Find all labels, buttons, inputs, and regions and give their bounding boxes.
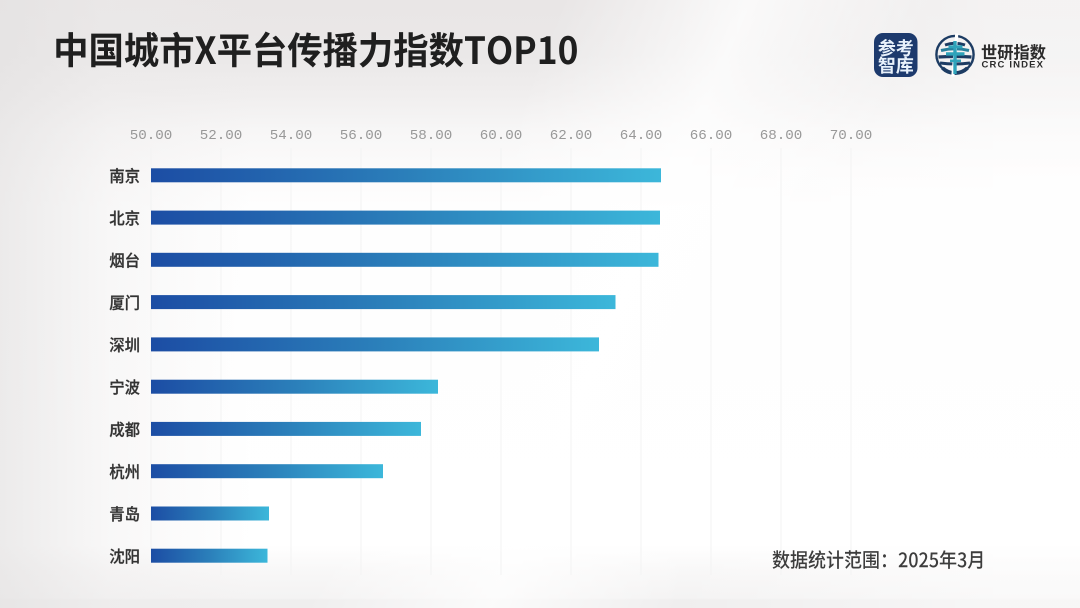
- svg-text:64.00: 64.00: [620, 128, 663, 144]
- svg-text:58.00: 58.00: [410, 128, 453, 144]
- svg-text:52.00: 52.00: [200, 128, 243, 144]
- svg-text:70.00: 70.00: [830, 128, 873, 144]
- svg-text:66.00: 66.00: [690, 128, 733, 144]
- svg-text:54.00: 54.00: [270, 128, 313, 144]
- svg-text:60.00: 60.00: [480, 128, 523, 144]
- svg-text:62.00: 62.00: [550, 128, 593, 144]
- svg-text:50.00: 50.00: [130, 128, 173, 144]
- svg-text:CRC INDEX: CRC INDEX: [982, 59, 1045, 70]
- svg-text:68.00: 68.00: [760, 128, 803, 144]
- svg-text:56.00: 56.00: [340, 128, 383, 144]
